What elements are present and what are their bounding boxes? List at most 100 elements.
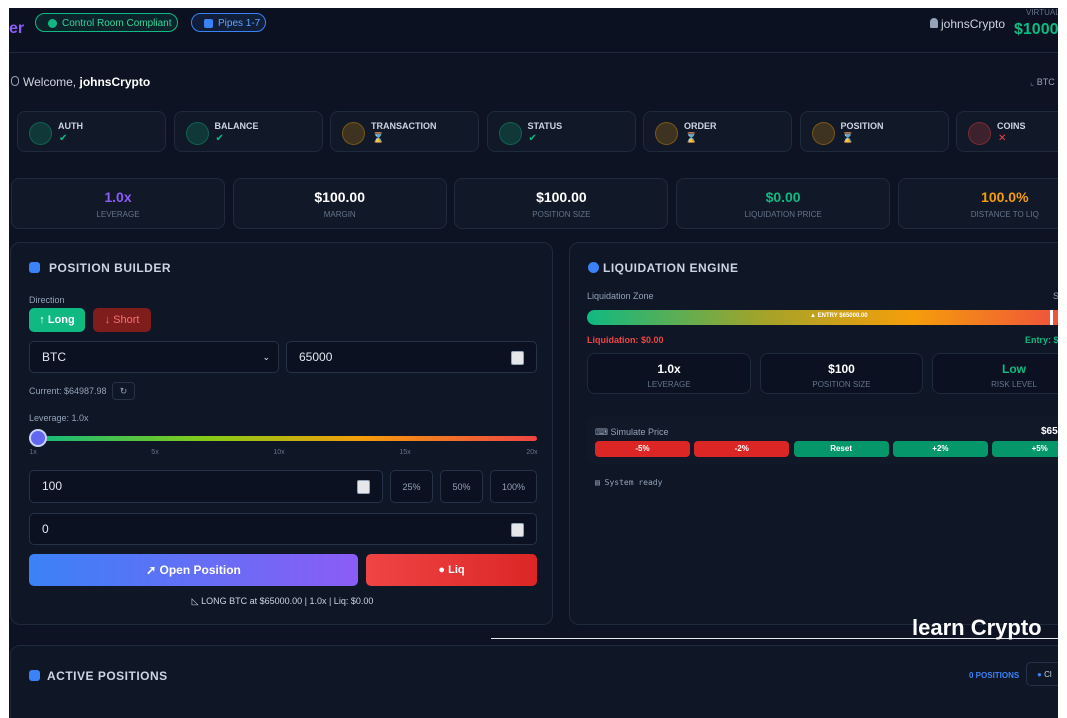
summary: ◺ LONG BTC at $65000.00 | 1.0x | Liq: $0… xyxy=(191,596,374,606)
log-text: System ready xyxy=(604,478,663,487)
simulate-button[interactable]: Reset xyxy=(793,441,889,457)
select-text: BTC xyxy=(42,350,66,364)
pipe-status: ✔ xyxy=(59,133,68,144)
position-builder: POSITION BUILDER Direction ↑ Long ↓ Shor… xyxy=(10,242,553,625)
slider-thumb[interactable] xyxy=(29,429,47,447)
leverage-mark: 1x xyxy=(29,449,37,456)
liquidation-price: Liquidation: $0.00 xyxy=(587,335,664,345)
pipe-icon xyxy=(498,122,522,145)
stat-value: $0.00 xyxy=(765,189,801,205)
pipe-status: ⌛ xyxy=(841,133,854,144)
stat-label: LIQUIDATION PRICE xyxy=(744,210,822,219)
icon xyxy=(29,262,40,273)
entry-price-input[interactable]: 65000 xyxy=(286,341,537,373)
quick-amount-button[interactable]: 25% xyxy=(390,470,433,503)
risk-stat-card: 1.0x LEVERAGE xyxy=(587,353,751,394)
leverage-slider[interactable] xyxy=(29,436,537,441)
simulate-button[interactable]: +2% xyxy=(892,441,988,457)
log: ▤ System ready xyxy=(595,478,663,487)
refresh-button[interactable]: ↻ xyxy=(112,382,135,400)
button-text: Open Position xyxy=(159,563,241,577)
open-position-button[interactable]: ➚ Open Position xyxy=(29,554,358,586)
watermark-line xyxy=(491,638,1058,639)
entry-marker xyxy=(1050,310,1053,325)
label: Liquidation Zone xyxy=(587,291,654,301)
user-name: johnsCrypto xyxy=(79,75,151,89)
stat-label: MARGIN xyxy=(323,210,356,219)
pipe-status: ⌛ xyxy=(685,133,698,144)
chart-link-text: BTC xyxy=(1036,77,1055,87)
panel-title: ACTIVE POSITIONS xyxy=(47,669,168,683)
pipe-icon xyxy=(342,122,365,145)
symbol-select[interactable]: BTC ⌄ xyxy=(29,341,279,373)
pipe-card: STATUS ✔ xyxy=(486,111,636,152)
liq-button[interactable]: ● Liq xyxy=(366,554,537,586)
label: Direction xyxy=(29,295,65,305)
risk-stat-label: LEVERAGE xyxy=(647,380,691,389)
short-button[interactable]: ↓ Short xyxy=(93,308,151,332)
pipe-card: BALANCE ✔ xyxy=(173,111,323,152)
pipe-label: POSITION xyxy=(840,121,884,131)
stat-value: 100.0% xyxy=(981,189,1029,205)
badge: Pipes 1-7 xyxy=(191,13,266,32)
quick-amount-button[interactable]: 50% xyxy=(440,470,483,503)
stat-value: $100.00 xyxy=(536,189,587,205)
pipe-label: AUTH xyxy=(58,121,83,131)
leverage-mark: 10x xyxy=(273,449,285,456)
button-text: Cl xyxy=(1044,670,1052,679)
stat-value: 1.0x xyxy=(104,189,132,205)
greeting: Welcome, xyxy=(23,75,77,89)
app: er Control Room Compliant Pipes 1-7 john… xyxy=(9,8,1058,718)
pipe-card: AUTH ✔ xyxy=(17,111,166,152)
input-text: 100 xyxy=(42,479,63,493)
icon xyxy=(29,670,40,681)
positions-count: 0 POSITIONS xyxy=(969,671,1020,680)
pipe-icon xyxy=(811,122,835,145)
pipe-card: POSITION ⌛ xyxy=(799,111,949,152)
badge: Control Room Compliant xyxy=(35,13,178,32)
stat-card: 1.0x LEVERAGE xyxy=(11,178,225,229)
pipe-label: COINS xyxy=(997,121,1026,131)
margin-input[interactable]: 100 xyxy=(29,470,383,503)
chart-link[interactable]: ⌞ BTC xyxy=(1030,77,1055,87)
risk-stat-value: 1.0x xyxy=(657,362,681,376)
pipe-status: ✔ xyxy=(215,133,224,144)
simulate-button[interactable]: +5% xyxy=(992,441,1058,457)
user-name: johnsCrypto xyxy=(941,17,1006,31)
pipe-icon xyxy=(29,122,52,145)
liquidation-engine: LIQUIDATION ENGINE Liquidation Zone S ▲ … xyxy=(569,242,1058,625)
risk-stat-label: RISK LEVEL xyxy=(991,380,1037,389)
stat-label: DISTANCE TO LIQ xyxy=(970,210,1039,219)
pipe-card: TRANSACTION ⌛ xyxy=(330,111,479,152)
risk-stat-value: $100 xyxy=(828,362,855,376)
button-text: Liq xyxy=(448,564,465,576)
label-text: Simulate Price xyxy=(610,427,669,437)
leverage-mark: 5x xyxy=(151,449,159,456)
pipe-card: ORDER ⌛ xyxy=(643,111,792,152)
label: S xyxy=(1053,291,1058,301)
simulate-button[interactable]: -5% xyxy=(595,441,690,457)
stop-loss-input[interactable]: 0 xyxy=(29,513,537,545)
stat-card: 100.0% DISTANCE TO LIQ xyxy=(897,178,1058,229)
leverage-mark: 20x xyxy=(526,449,538,456)
simulate-price: $65 xyxy=(1041,426,1058,437)
simulate-button[interactable]: -2% xyxy=(694,441,790,457)
long-button[interactable]: ↑ Long xyxy=(29,308,85,332)
button-text: Short xyxy=(113,314,140,326)
header: er Control Room Compliant Pipes 1-7 john… xyxy=(9,8,1058,53)
pipe-card: COINS ✕ xyxy=(956,111,1058,152)
watermark: learn Crypto xyxy=(912,615,1042,640)
entry-price: Entry: $ xyxy=(1025,335,1058,345)
pipe-status: ✕ xyxy=(998,133,1007,144)
clear-button[interactable]: ● Cl xyxy=(1026,662,1058,686)
badge-text: Control Room Compliant xyxy=(62,18,172,29)
user[interactable]: johnsCrypto xyxy=(930,17,1005,31)
stat-card: $100.00 POSITION SIZE xyxy=(454,178,669,229)
risk-stat-value: Low xyxy=(1002,362,1026,376)
quick-amount-button[interactable]: 100% xyxy=(490,470,537,503)
stat-value: $100.00 xyxy=(314,189,365,205)
stat-label: POSITION SIZE xyxy=(532,210,591,219)
leverage-label: Leverage: 1.0x xyxy=(29,413,89,423)
pipe-icon xyxy=(185,122,209,145)
